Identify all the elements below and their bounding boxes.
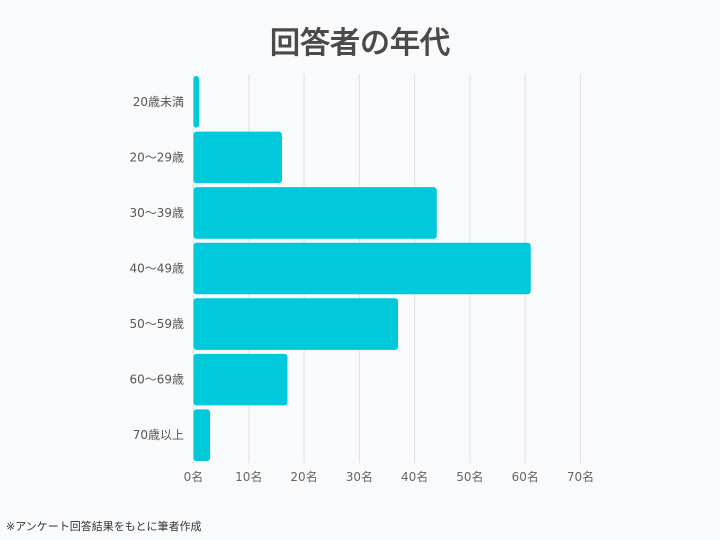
x-tick-label: 0名	[184, 469, 204, 484]
chart-title: 回答者の年代	[270, 26, 450, 61]
bar	[193, 131, 282, 184]
bar	[193, 298, 399, 350]
x-tick-label: 20名	[290, 469, 317, 484]
y-category-label: 60〜69歳	[129, 373, 184, 387]
bar	[193, 187, 437, 239]
x-tick-label: 10名	[235, 469, 262, 484]
x-tick-label: 40名	[401, 469, 428, 484]
y-category-label: 20歳未満	[133, 95, 184, 109]
y-category-label: 70歳以上	[133, 428, 184, 442]
bar	[193, 353, 288, 406]
y-category-label: 30〜39歳	[129, 206, 184, 220]
x-tick-label: 60名	[512, 469, 539, 484]
y-category-label: 40〜49歳	[129, 262, 184, 276]
bar	[193, 409, 211, 461]
x-tick-label: 70名	[567, 469, 594, 484]
x-tick-label: 50名	[456, 469, 483, 484]
bar	[193, 242, 531, 295]
x-tick-label: 30名	[346, 469, 373, 484]
source-note: ※アンケート回答結果をもとに筆者作成	[6, 520, 202, 533]
y-category-label: 20〜29歳	[129, 150, 184, 164]
y-category-label: 50〜59歳	[129, 317, 184, 331]
bar	[193, 76, 200, 128]
